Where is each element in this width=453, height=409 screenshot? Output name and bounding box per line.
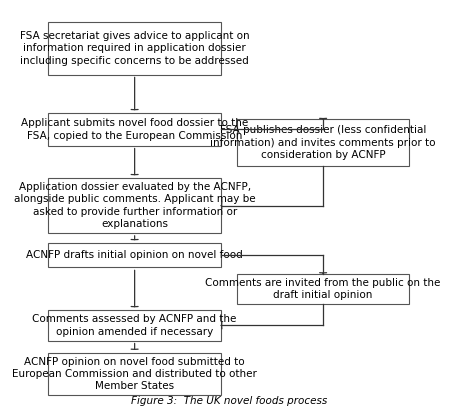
- Text: FSA publishes dossier (less confidential
information) and invites comments prior: FSA publishes dossier (less confidential…: [210, 125, 436, 160]
- FancyBboxPatch shape: [237, 274, 410, 304]
- FancyBboxPatch shape: [48, 113, 221, 146]
- Text: ACNFP drafts initial opinion on novel food: ACNFP drafts initial opinion on novel fo…: [26, 250, 243, 260]
- Text: Application dossier evaluated by the ACNFP,
alongside public comments. Applicant: Application dossier evaluated by the ACN…: [14, 182, 255, 229]
- FancyBboxPatch shape: [48, 22, 221, 74]
- Text: FSA secretariat gives advice to applicant on
information required in application: FSA secretariat gives advice to applican…: [20, 31, 250, 65]
- Text: ACNFP opinion on novel food submitted to
European Commission and distributed to : ACNFP opinion on novel food submitted to…: [12, 357, 257, 391]
- FancyBboxPatch shape: [48, 243, 221, 267]
- Text: Applicant submits novel food dossier to the
FSA, copied to the European Commissi: Applicant submits novel food dossier to …: [21, 118, 248, 141]
- FancyBboxPatch shape: [48, 178, 221, 233]
- FancyBboxPatch shape: [48, 310, 221, 341]
- FancyBboxPatch shape: [48, 353, 221, 396]
- Text: Figure 3:  The UK novel foods process: Figure 3: The UK novel foods process: [131, 396, 327, 406]
- Text: Comments are invited from the public on the
draft initial opinion: Comments are invited from the public on …: [205, 278, 441, 300]
- FancyBboxPatch shape: [237, 119, 410, 166]
- Text: Comments assessed by ACNFP and the
opinion amended if necessary: Comments assessed by ACNFP and the opini…: [33, 314, 237, 337]
